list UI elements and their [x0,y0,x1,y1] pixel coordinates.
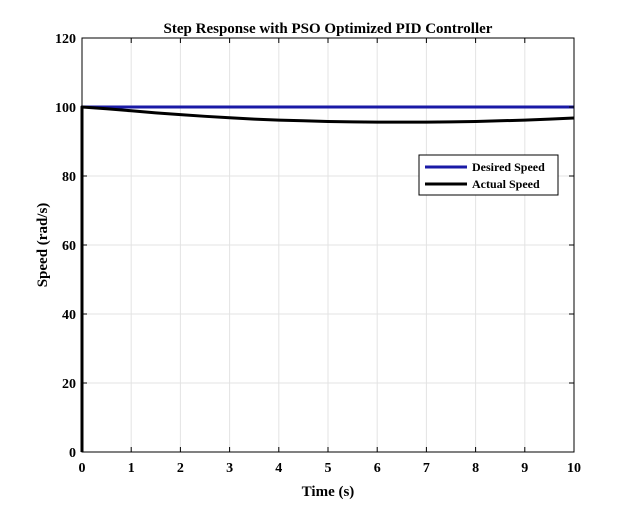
x-tick-label: 4 [275,461,282,476]
y-tick-label: 80 [62,170,76,185]
x-tick-label: 5 [325,461,332,476]
y-tick-label: 0 [69,446,76,461]
x-tick-label: 2 [177,461,184,476]
x-tick-label: 0 [79,461,86,476]
x-tick-label: 7 [423,461,430,476]
y-tick-label: 60 [62,239,76,254]
x-tick-label: 9 [521,461,528,476]
y-tick-label: 20 [62,377,76,392]
legend-label-desired-speed: Desired Speed [472,160,545,174]
y-axis-label: Speed (rad/s) [35,203,51,288]
x-axis-label: Time (s) [302,484,355,500]
legend-label-actual-speed: Actual Speed [472,177,540,191]
x-tick-label: 10 [567,461,581,476]
x-tick-label: 8 [472,461,479,476]
legend: Desired Speed Actual Speed [418,154,559,196]
x-tick-label: 3 [226,461,233,476]
y-tick-label: 120 [55,32,76,47]
x-tick-label: 6 [374,461,381,476]
legend-box [418,154,559,196]
chart-title: Step Response with PSO Optimized PID Con… [164,21,493,37]
grid-lines [81,37,575,453]
x-tick-label: 1 [128,461,135,476]
y-tick-label: 100 [55,101,76,116]
series-line-actual-speed [80,105,575,452]
y-tick-label: 40 [62,308,76,323]
